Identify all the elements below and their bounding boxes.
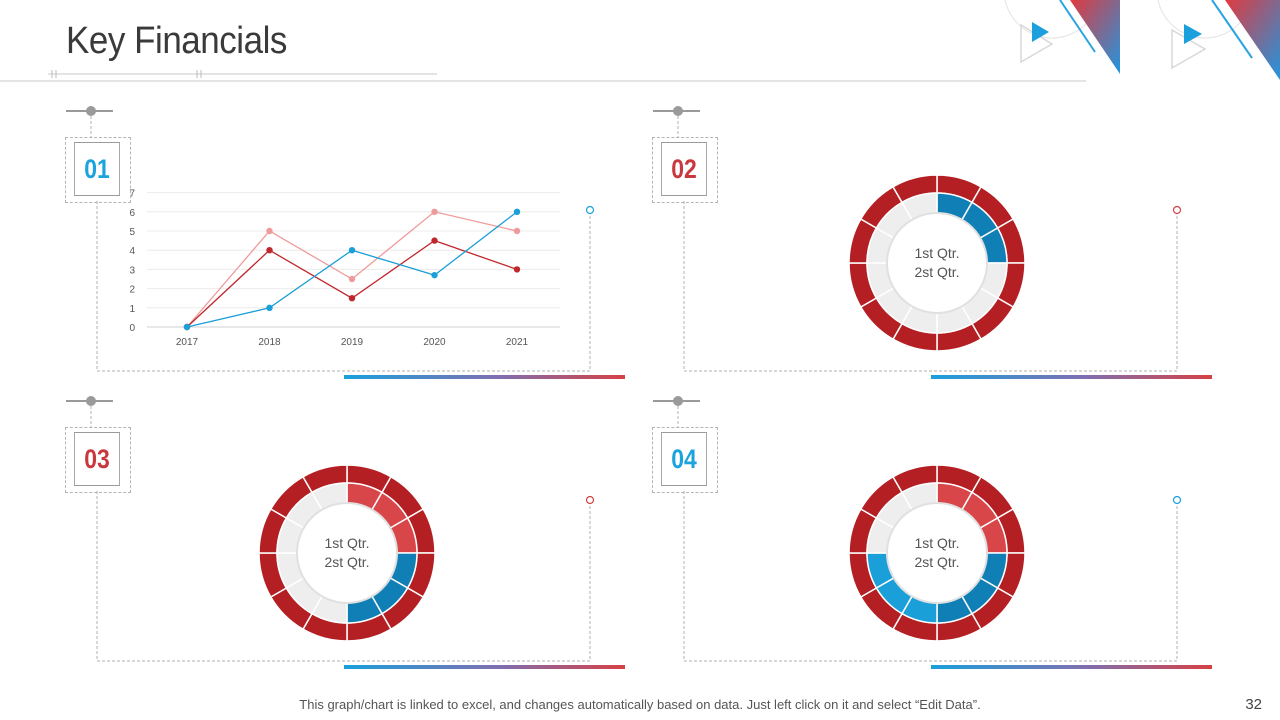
footer-note: This graph/chart is linked to excel, and… [299, 697, 981, 712]
panel-3-box-frame [65, 427, 131, 493]
y-tick-label: 3 [129, 265, 135, 276]
panel-2-number: 02 [661, 142, 707, 196]
series-1-point [266, 227, 273, 235]
x-tick-label: 2020 [423, 337, 446, 348]
series-3-point [348, 247, 356, 254]
x-tick-label: 2021 [506, 337, 529, 348]
x-tick-label: 2019 [341, 337, 364, 348]
doughnut-chart-3 [848, 464, 1026, 642]
donut-3-center-label: 1st Qtr. 2st Qtr. [887, 534, 987, 572]
endpoint-dot [1172, 495, 1182, 505]
endpoint-dot [585, 205, 595, 215]
panel-2-frame [653, 106, 1212, 379]
page-title: Key Financials [66, 20, 287, 62]
pin-icon [86, 396, 96, 406]
donut-hole [886, 502, 988, 604]
doughnut-chart-1 [848, 174, 1026, 352]
x-tick-label: 2018 [258, 337, 281, 348]
y-tick-label: 0 [129, 323, 135, 334]
series-3-point [266, 304, 273, 311]
endpoint-dot [585, 495, 595, 505]
donut-label-2st-qtr: 2st Qtr. [914, 554, 960, 570]
series-line-2 [186, 239, 518, 328]
line-chart: 0 1 2 3 4 5 6 7 2017 2018 2019 2020 2021 [129, 189, 560, 348]
donut-2-center-label: 1st Qtr. 2st Qtr. [297, 534, 397, 572]
donut-label-2st-qtr: 2st Qtr. [914, 264, 960, 280]
donut-1-center-label: 1st Qtr. 2st Qtr. [887, 244, 987, 282]
donut-hole [296, 502, 398, 604]
donut-label-1st-qtr: 1st Qtr. [914, 535, 960, 551]
panel-4-frame [653, 396, 1212, 669]
series-2-point [513, 266, 521, 273]
series-1-point [431, 208, 438, 215]
panel-1-box-frame [65, 137, 131, 203]
y-tick-label: 4 [129, 246, 135, 257]
series-2-point [266, 247, 273, 254]
series-1-point [513, 227, 521, 235]
donut-label-1st-qtr: 1st Qtr. [914, 245, 960, 261]
y-tick-label: 7 [129, 189, 135, 200]
panel-4-box-frame [652, 427, 718, 493]
series-1-point [348, 275, 356, 283]
series-3-point [431, 271, 438, 279]
series-2-point [431, 237, 438, 244]
panel-2-box-frame [652, 137, 718, 203]
series-2-point [348, 295, 356, 302]
series-3-point [183, 323, 191, 331]
donut-label-2st-qtr: 2st Qtr. [324, 554, 370, 570]
gradient-bar [931, 665, 1212, 669]
panel-3-frame [66, 396, 625, 669]
play-icon [1032, 22, 1049, 42]
donut-hole [886, 212, 988, 314]
panel-4-number: 04 [661, 432, 707, 486]
y-tick-label: 6 [129, 208, 135, 219]
y-tick-label: 2 [129, 285, 135, 296]
pin-icon [86, 106, 96, 116]
panel-1-number: 01 [74, 142, 120, 196]
x-tick-label: 2017 [176, 337, 199, 348]
donut-label-1st-qtr: 1st Qtr. [324, 535, 370, 551]
panel-3-number: 03 [74, 432, 120, 486]
pin-icon [673, 106, 683, 116]
pin-icon [673, 396, 683, 406]
panel-1-frame [66, 106, 625, 379]
gradient-bar [344, 375, 625, 379]
gradient-bar [344, 665, 625, 669]
corner-decoration [1004, 0, 1280, 80]
y-tick-label: 5 [129, 227, 135, 238]
page-number: 32 [1245, 696, 1262, 713]
gradient-bar [931, 375, 1212, 379]
endpoint-dot [1172, 205, 1182, 215]
play-icon [1184, 24, 1202, 44]
doughnut-chart-2 [258, 464, 436, 642]
y-tick-label: 1 [129, 304, 135, 315]
series-3-point [513, 208, 521, 215]
